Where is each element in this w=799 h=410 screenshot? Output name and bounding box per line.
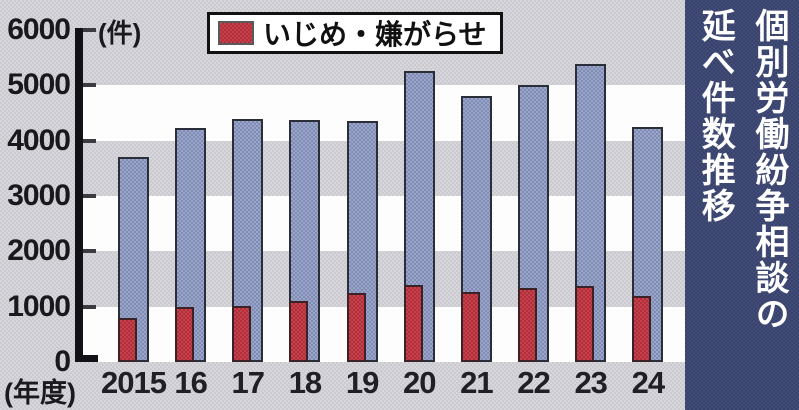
x-tick-label-16: 16: [174, 365, 207, 400]
bar-harassment-16: [175, 306, 195, 362]
side-title-line-2: 延べ件数推移: [696, 8, 735, 224]
bar-harassment-18: [289, 301, 309, 362]
x-tick-label-2015: 2015: [101, 365, 167, 400]
y-tick-4000: [83, 138, 96, 143]
bar-harassment-19: [346, 292, 366, 362]
side-title-line-1: 個別労働紛争相談の: [750, 8, 788, 332]
y-tick-label-0: 0: [54, 345, 71, 378]
y-tick-2000: [83, 249, 96, 254]
bar-harassment-22: [518, 288, 538, 362]
x-tick-label-22: 22: [517, 365, 550, 400]
x-tick-label-23: 23: [574, 365, 607, 400]
legend: いじめ・嫌がらせ: [207, 12, 503, 54]
bar-total-19: [346, 120, 378, 362]
y-tick-1000: [83, 304, 96, 309]
y-tick-5000: [83, 83, 96, 88]
y-axis-foot: [83, 355, 98, 362]
side-title: 個別労働紛争相談の 延べ件数推移: [685, 0, 799, 410]
x-tick-label-24: 24: [631, 365, 665, 400]
bar-harassment-23: [575, 285, 595, 362]
x-tick-label-17: 17: [231, 365, 265, 400]
bar-total-24: [632, 126, 664, 362]
y-tick-label-1000: 1000: [7, 289, 71, 323]
bar-total-18: [289, 119, 321, 362]
bar-harassment-21: [460, 291, 480, 362]
legend-swatch-red-icon: [218, 21, 254, 45]
bar-total-23: [575, 64, 607, 362]
bar-total-17: [232, 118, 264, 362]
y-tick-label-3000: 3000: [7, 179, 71, 212]
x-axis-unit-label: (年度): [4, 378, 76, 408]
bar-total-21: [460, 96, 492, 362]
legend-label: いじめ・嫌がらせ: [263, 19, 487, 50]
x-tick-label-20: 20: [403, 365, 436, 400]
bar-total-20: [403, 70, 435, 362]
y-tick-6000: [83, 28, 96, 32]
y-tick-3000: [83, 194, 96, 198]
y-axis-unit-label: (件): [98, 18, 142, 48]
bar-total-2015: [118, 157, 149, 362]
y-tick-label-6000: 6000: [7, 13, 71, 46]
x-tick-label-19: 19: [345, 365, 379, 400]
y-tick-label-5000: 5000: [7, 68, 71, 102]
y-axis-line: [75, 28, 83, 362]
x-tick-label-21: 21: [460, 365, 493, 400]
bar-harassment-2015: [118, 317, 137, 362]
x-tick-label-18: 18: [288, 365, 322, 400]
bar-harassment-20: [403, 284, 423, 362]
bar-total-16: [175, 127, 207, 362]
bar-total-22: [518, 84, 550, 362]
y-tick-label-2000: 2000: [7, 234, 71, 268]
bar-harassment-24: [632, 295, 652, 362]
bar-harassment-17: [232, 306, 252, 362]
y-tick-label-4000: 4000: [7, 123, 71, 157]
